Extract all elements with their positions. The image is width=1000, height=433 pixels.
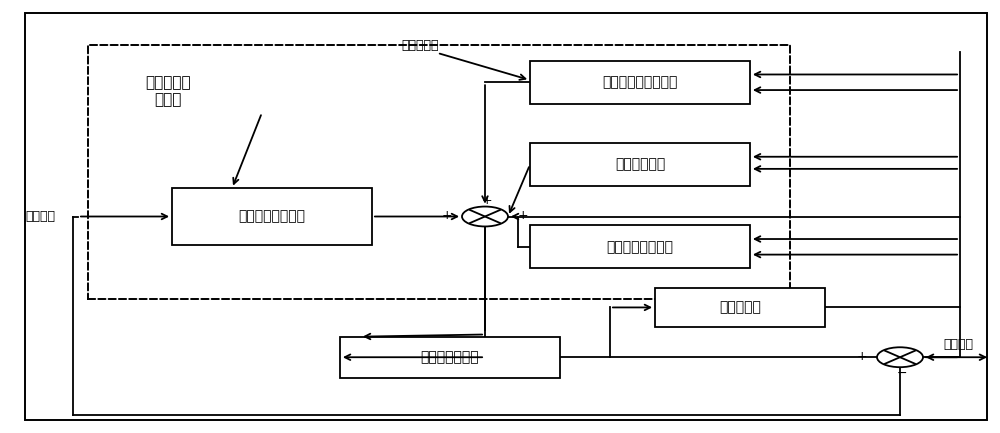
Text: +: + bbox=[518, 209, 528, 222]
Bar bbox=[530, 225, 750, 268]
Circle shape bbox=[462, 207, 508, 226]
Text: 非线性动力学模型: 非线性动力学模型 bbox=[239, 210, 306, 223]
Bar bbox=[530, 61, 750, 104]
Bar bbox=[530, 143, 750, 186]
Text: +: + bbox=[857, 350, 867, 363]
Text: 不确定性补偿参数: 不确定性补偿参数 bbox=[606, 240, 674, 254]
Text: 参数估计值: 参数估计值 bbox=[401, 39, 439, 52]
Text: −: − bbox=[897, 367, 907, 380]
Bar bbox=[655, 288, 825, 327]
Bar bbox=[172, 188, 372, 245]
Text: 非线性模型补偿参数: 非线性模型补偿参数 bbox=[602, 75, 678, 89]
Bar bbox=[88, 45, 790, 299]
Text: 非线性鲁棒
控制器: 非线性鲁棒 控制器 bbox=[145, 75, 191, 107]
Text: 线性鲁棒参数: 线性鲁棒参数 bbox=[615, 158, 665, 171]
Text: +: + bbox=[482, 194, 492, 207]
Text: 跟踪误差: 跟踪误差 bbox=[943, 338, 973, 351]
Text: +: + bbox=[442, 209, 452, 222]
Text: 目标轨迹: 目标轨迹 bbox=[25, 210, 55, 223]
Text: 扩张观测器: 扩张观测器 bbox=[719, 301, 761, 314]
Bar bbox=[340, 337, 560, 378]
Circle shape bbox=[877, 347, 923, 367]
Text: 水下液压机械臂: 水下液压机械臂 bbox=[421, 350, 479, 364]
